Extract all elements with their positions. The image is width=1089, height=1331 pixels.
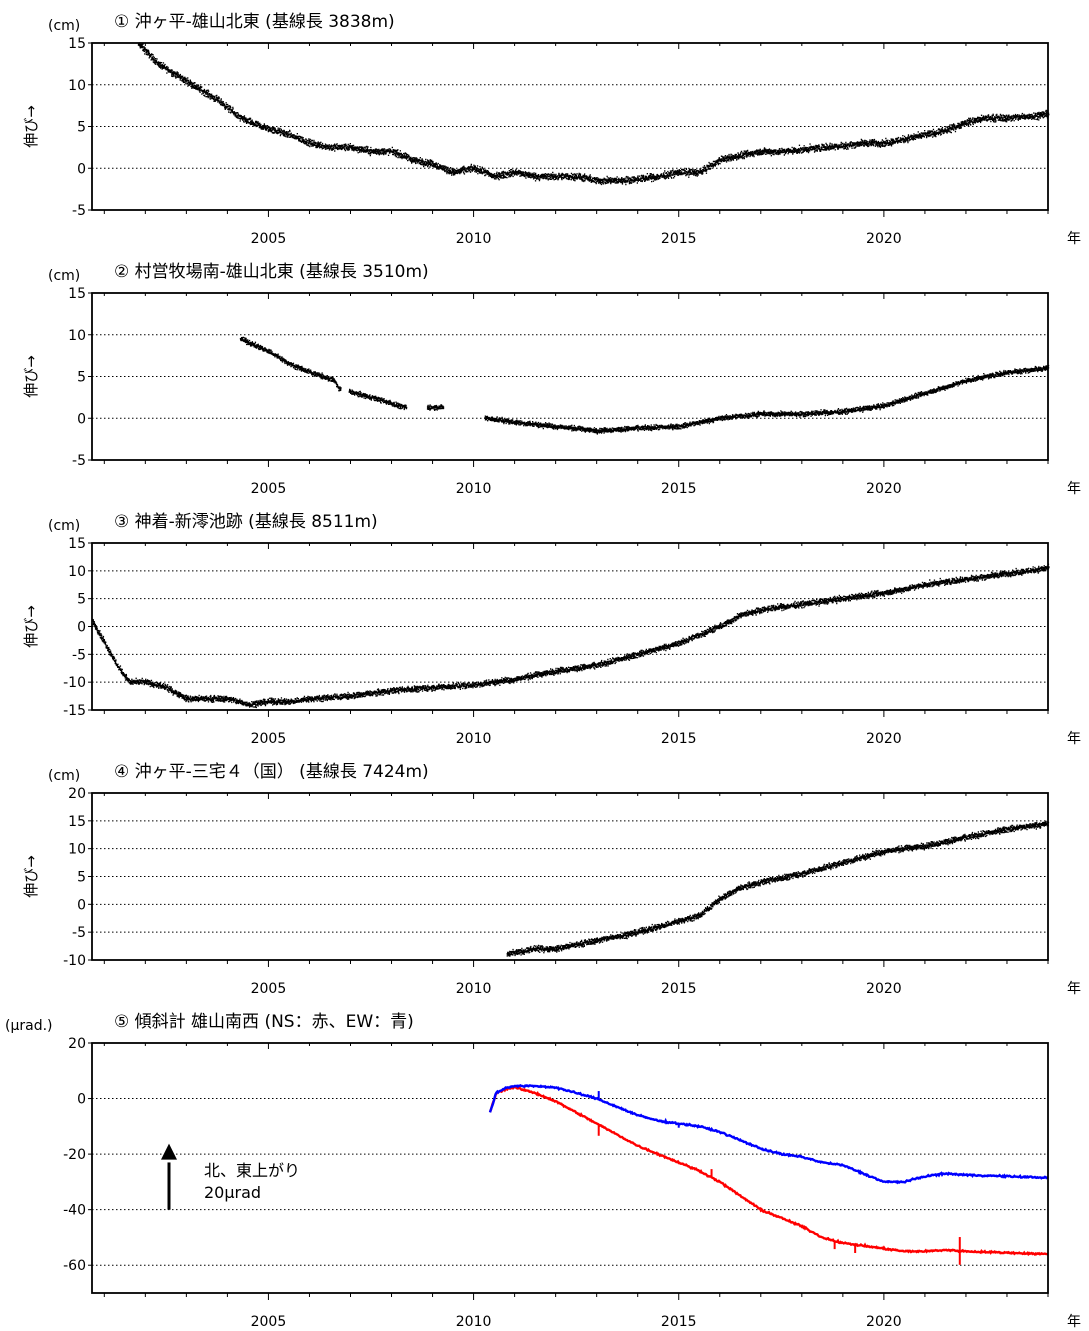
x-tick-label: 2020 bbox=[866, 731, 902, 747]
x-tick-label: 2015 bbox=[661, 231, 697, 247]
y-tick-label: 10 bbox=[68, 564, 86, 580]
y-tick-label: 0 bbox=[77, 161, 86, 177]
chart-title: ④ 沖ヶ平-三宅４（国） (基線長 7424m) bbox=[114, 762, 429, 782]
plot-frame bbox=[91, 292, 1049, 461]
x-tick-label: 2010 bbox=[456, 1314, 492, 1330]
chart-title: ⑤ 傾斜計 雄山南西 (NS：赤、EW：青) bbox=[114, 1012, 414, 1032]
y-tick-label: 0 bbox=[77, 1092, 86, 1108]
chart-title: ① 沖ヶ平-雄山北東 (基線長 3838m) bbox=[114, 12, 395, 32]
x-tick-label: 2005 bbox=[251, 981, 287, 997]
y-tick-label: 5 bbox=[77, 120, 86, 136]
y-tick-label: 5 bbox=[77, 370, 86, 386]
series-points bbox=[92, 563, 1050, 709]
y-tick-label: -5 bbox=[72, 203, 86, 219]
y-axis-label: 伸び→ bbox=[22, 605, 40, 648]
y-tick-label: 0 bbox=[77, 620, 86, 636]
unit-label: (cm) bbox=[48, 518, 80, 534]
x-tick-label: 2005 bbox=[251, 231, 287, 247]
x-tick-label: 2015 bbox=[661, 1314, 697, 1330]
plot-frame bbox=[91, 792, 1049, 961]
y-tick-label: 0 bbox=[77, 411, 86, 427]
x-tick-label: 2020 bbox=[866, 1314, 902, 1330]
year-unit-label: 年 bbox=[1067, 231, 1081, 247]
y-tick-label: 15 bbox=[68, 286, 86, 302]
series-line-ew bbox=[488, 1083, 1049, 1185]
annotation-line1: 北、東上がり bbox=[204, 1161, 300, 1180]
y-tick-label: 20 bbox=[68, 786, 86, 802]
y-tick-label: 5 bbox=[77, 870, 86, 886]
y-tick-label: -5 bbox=[72, 453, 86, 469]
chart-panel-1: ① 沖ヶ平-雄山北東 (基線長 3838m) (cm) -5 0 5 10 15 2005 20… bbox=[22, 12, 1081, 247]
x-tick-label: 2020 bbox=[866, 231, 902, 247]
series-line-ns bbox=[488, 1085, 1049, 1257]
unit-label: (cm) bbox=[48, 268, 80, 284]
year-unit-label: 年 bbox=[1067, 481, 1081, 497]
unit-label: (cm) bbox=[48, 768, 80, 784]
x-tick-label: 2005 bbox=[251, 731, 287, 747]
year-unit-label: 年 bbox=[1067, 731, 1081, 747]
chart-title: ③ 神着-新澪池跡 (基線長 8511m) bbox=[114, 512, 378, 532]
x-tick-label: 2005 bbox=[251, 1314, 287, 1330]
x-tick-label: 2020 bbox=[866, 481, 902, 497]
chart-title: ② 村営牧場南-雄山北東 (基線長 3510m) bbox=[114, 262, 429, 282]
y-tick-label: 5 bbox=[77, 592, 86, 608]
y-tick-label: 10 bbox=[68, 78, 86, 94]
x-tick-label: 2005 bbox=[251, 481, 287, 497]
year-unit-label: 年 bbox=[1067, 981, 1081, 997]
y-tick-label: 0 bbox=[77, 897, 86, 913]
y-tick-label: -5 bbox=[72, 647, 86, 663]
x-tick-label: 2015 bbox=[661, 981, 697, 997]
chart-panel-4: ④ 沖ヶ平-三宅４（国） (基線長 7424m) (cm) -10 -5 0 5 10 15 2… bbox=[22, 762, 1081, 997]
y-tick-label: -60 bbox=[63, 1258, 86, 1274]
chart-panel-2: ② 村営牧場南-雄山北東 (基線長 3510m) (cm) -5 0 5 10 15 2005… bbox=[22, 262, 1081, 497]
x-tick-label: 2015 bbox=[661, 481, 697, 497]
x-tick-label: 2010 bbox=[456, 231, 492, 247]
y-tick-label: -5 bbox=[72, 925, 86, 941]
series-points bbox=[137, 42, 1050, 186]
y-tick-label: -10 bbox=[63, 675, 86, 691]
series-points bbox=[506, 820, 1050, 957]
x-tick-label: 2010 bbox=[456, 481, 492, 497]
unit-label: (μrad.) bbox=[5, 1018, 53, 1034]
unit-label: (cm) bbox=[48, 18, 80, 34]
x-tick-label: 2010 bbox=[456, 981, 492, 997]
x-tick-label: 2010 bbox=[456, 731, 492, 747]
plot-frame bbox=[91, 42, 1049, 211]
y-tick-label: 20 bbox=[68, 1036, 86, 1052]
x-tick-label: 2015 bbox=[661, 731, 697, 747]
plot-frame bbox=[91, 1042, 1049, 1294]
chart-panel-3: ③ 神着-新澪池跡 (基線長 8511m) (cm) -15 -10 -5 0 5 10 15 2… bbox=[22, 512, 1081, 747]
y-axis-label: 伸び→ bbox=[22, 105, 40, 148]
scale-arrow-head bbox=[161, 1143, 177, 1160]
y-tick-label: 10 bbox=[68, 842, 86, 858]
y-tick-label: 15 bbox=[68, 814, 86, 830]
y-tick-label: -20 bbox=[63, 1147, 86, 1163]
y-tick-label: 15 bbox=[68, 36, 86, 52]
plot-frame bbox=[91, 542, 1049, 711]
chart-panel-5: ⑤ 傾斜計 雄山南西 (NS：赤、EW：青) (μrad.) -60 -40 -20 0 2… bbox=[5, 1012, 1081, 1330]
y-axis-label: 伸び→ bbox=[22, 855, 40, 898]
series-points bbox=[239, 336, 1050, 435]
y-tick-label: -10 bbox=[63, 953, 86, 969]
y-tick-label: -40 bbox=[63, 1203, 86, 1219]
y-tick-label: -15 bbox=[63, 703, 86, 719]
y-tick-label: 15 bbox=[68, 536, 86, 552]
x-tick-label: 2020 bbox=[866, 981, 902, 997]
year-unit-label: 年 bbox=[1067, 1314, 1081, 1330]
y-tick-label: 10 bbox=[68, 328, 86, 344]
y-axis-label: 伸び→ bbox=[22, 355, 40, 398]
annotation-line2: 20μrad bbox=[204, 1183, 261, 1202]
